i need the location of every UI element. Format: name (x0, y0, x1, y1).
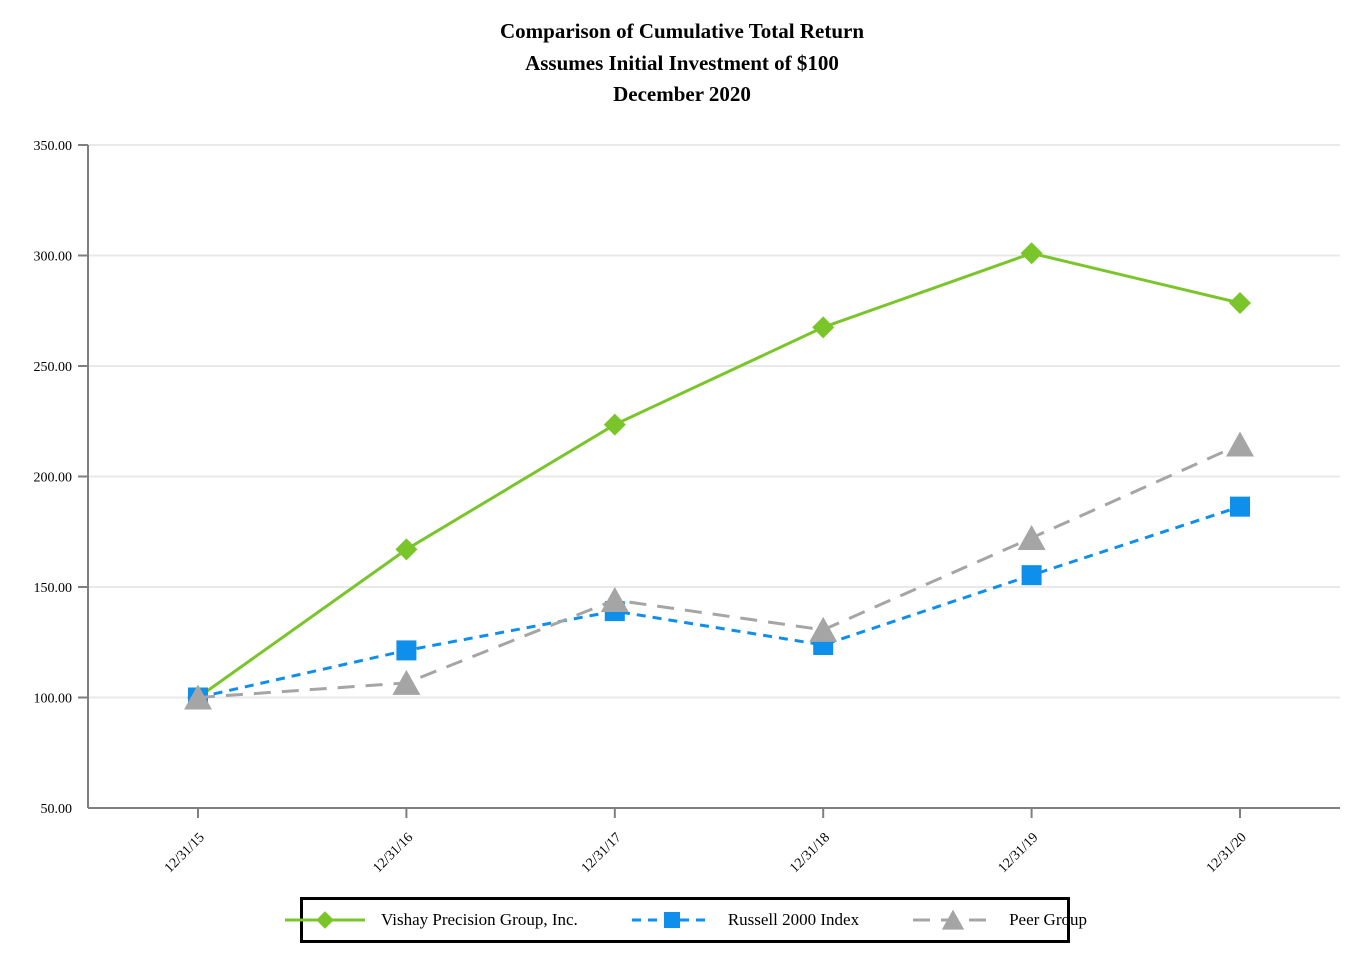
legend-item-vishay-precision-group: Vishay Precision Group, Inc. (283, 909, 578, 931)
marker-peer-group-5 (1226, 431, 1254, 457)
series-line-russell-2000-index (197, 505, 1241, 699)
marker-peer-group-4 (1017, 524, 1046, 550)
marker-vishay-precision-group-inc-5 (1229, 292, 1251, 315)
legend-sample-diamond-line (285, 911, 365, 929)
x-tick-label: 12/31/16 (370, 830, 416, 876)
legend-diamond-icon (316, 911, 334, 929)
chart-title-block: Comparison of Cumulative Total Return As… (0, 16, 1364, 111)
y-tick-label: 250.00 (34, 360, 73, 375)
x-tick-label: 12/31/19 (996, 830, 1042, 876)
y-tick-label: 100.00 (34, 692, 73, 707)
chart-title: Comparison of Cumulative Total Return (499, 19, 865, 43)
legend-triangle-icon (941, 909, 965, 930)
marker-peer-group-2 (600, 587, 629, 613)
y-tick-label: 200.00 (34, 471, 73, 486)
chart-legend: Vishay Precision Group, Inc. Russell 200… (285, 897, 1087, 943)
legend-sample-triangle-line (913, 909, 994, 930)
marker-russell-2000-index-5 (1230, 496, 1250, 517)
y-tick-label: 50.00 (41, 802, 73, 817)
legend-label: Vishay Precision Group, Inc. (381, 910, 578, 929)
marker-russell-2000-index-4 (1021, 565, 1042, 586)
y-tick-label: 300.00 (34, 250, 73, 265)
series-line-vishay-precision-group-inc (197, 251, 1241, 699)
x-tick-label: 12/31/20 (1204, 830, 1250, 876)
chart-period-label: December 2020 (613, 82, 751, 106)
series-line-peer-group (197, 443, 1241, 699)
legend-item-peer-group: Peer Group (911, 909, 1087, 931)
x-tick-label: 12/31/15 (162, 830, 208, 876)
legend-square-icon (663, 912, 680, 928)
marker-peer-group-1 (392, 669, 421, 695)
marker-vishay-precision-group-inc-4 (1020, 242, 1043, 265)
x-tick-label: 12/31/17 (579, 830, 625, 876)
x-tick-label: 12/31/18 (787, 830, 833, 876)
chart-subtitle: Assumes Initial Investment of $100 (525, 50, 839, 75)
marker-peer-group-0 (184, 684, 212, 710)
legend-label: Russell 2000 Index (727, 910, 860, 929)
y-tick-label: 350.00 (34, 139, 73, 154)
marker-vishay-precision-group-inc-2 (603, 413, 626, 436)
y-tick-label: 150.00 (34, 581, 73, 596)
legend-sample-square-line (631, 912, 712, 928)
marker-vishay-precision-group-inc-1 (395, 538, 418, 561)
marker-vishay-precision-group-inc-3 (812, 316, 835, 339)
marker-russell-2000-index-1 (396, 640, 417, 661)
legend-item-russell-2000-index: Russell 2000 Index (630, 909, 859, 931)
legend-label: Peer Group (1009, 910, 1087, 929)
marker-peer-group-3 (809, 616, 838, 642)
